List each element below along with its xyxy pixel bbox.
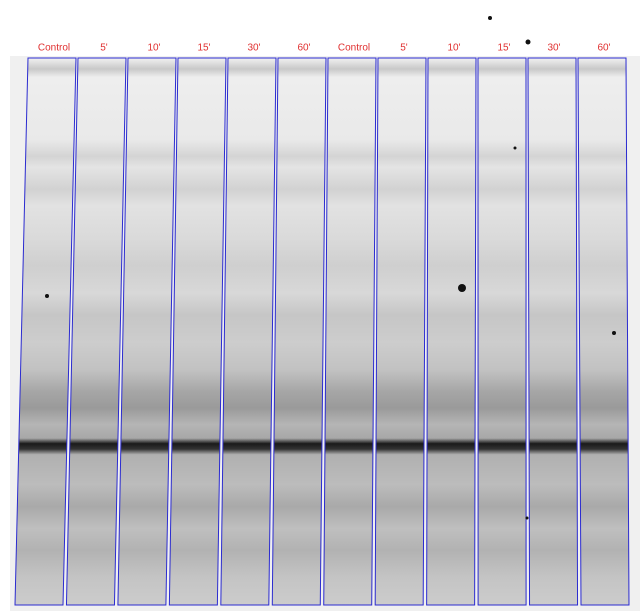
lane — [14, 57, 77, 606]
lane — [527, 57, 579, 606]
lane — [477, 57, 527, 606]
lane-label: Control — [338, 43, 370, 54]
lane-labels: Control 5' 10' 15' 30' 60' Control 5' 10' 15' 30' 6… — [38, 43, 611, 54]
lane — [220, 57, 277, 606]
lane — [117, 57, 177, 606]
lane — [577, 57, 630, 606]
lane — [323, 57, 377, 606]
speck — [525, 516, 529, 520]
lane — [168, 57, 227, 606]
speck — [458, 284, 466, 292]
lane — [426, 57, 477, 606]
lane-label: 60' — [297, 43, 310, 54]
lane-label: 5' — [100, 43, 108, 54]
speck — [513, 146, 517, 150]
lane-label: 5' — [400, 43, 408, 54]
lane-label: 30' — [247, 43, 260, 54]
speck — [525, 39, 531, 45]
lane-label: Control — [38, 43, 70, 54]
lane-label: 10' — [447, 43, 460, 54]
lane-label: 60' — [597, 43, 610, 54]
lane — [271, 57, 327, 606]
lanes — [14, 16, 630, 606]
lane-label: 30' — [547, 43, 560, 54]
lane — [374, 57, 427, 606]
lane-label: 15' — [197, 43, 210, 54]
speck — [488, 16, 492, 20]
lane-label: 15' — [497, 43, 510, 54]
lane — [65, 57, 127, 606]
speck — [45, 294, 49, 298]
speck — [612, 331, 616, 335]
lane-label: 10' — [147, 43, 160, 54]
